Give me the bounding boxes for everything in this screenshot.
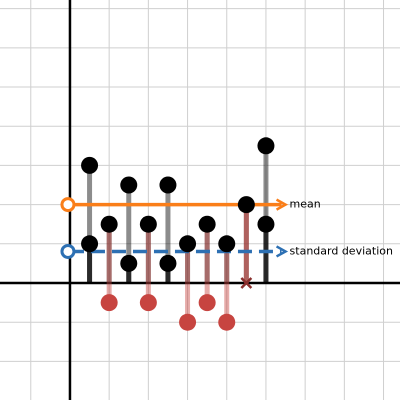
data-point	[159, 176, 177, 194]
data-point	[139, 215, 157, 233]
data-point	[198, 215, 216, 233]
data-point	[218, 235, 236, 253]
deviation-point	[159, 254, 177, 272]
std-label: standard deviation	[290, 244, 393, 257]
deviation-point	[218, 313, 236, 331]
deviation-point	[179, 313, 197, 331]
std-arrow	[275, 245, 289, 258]
deviation-point	[139, 294, 157, 312]
mean-start	[60, 197, 76, 213]
deviation-point	[257, 215, 275, 233]
data-point	[81, 156, 99, 174]
data-point	[179, 235, 197, 253]
deviation-point	[198, 294, 216, 312]
mean-arrow	[275, 198, 289, 211]
mean-label: mean	[290, 198, 321, 211]
data-point	[120, 176, 138, 194]
data-point	[237, 196, 255, 214]
deviation-point	[240, 277, 253, 289]
data-point	[257, 137, 275, 155]
std-start	[60, 243, 76, 259]
deviation-point	[100, 294, 118, 312]
deviation-point	[120, 254, 138, 272]
data-point	[100, 215, 118, 233]
deviation-point	[81, 235, 99, 253]
